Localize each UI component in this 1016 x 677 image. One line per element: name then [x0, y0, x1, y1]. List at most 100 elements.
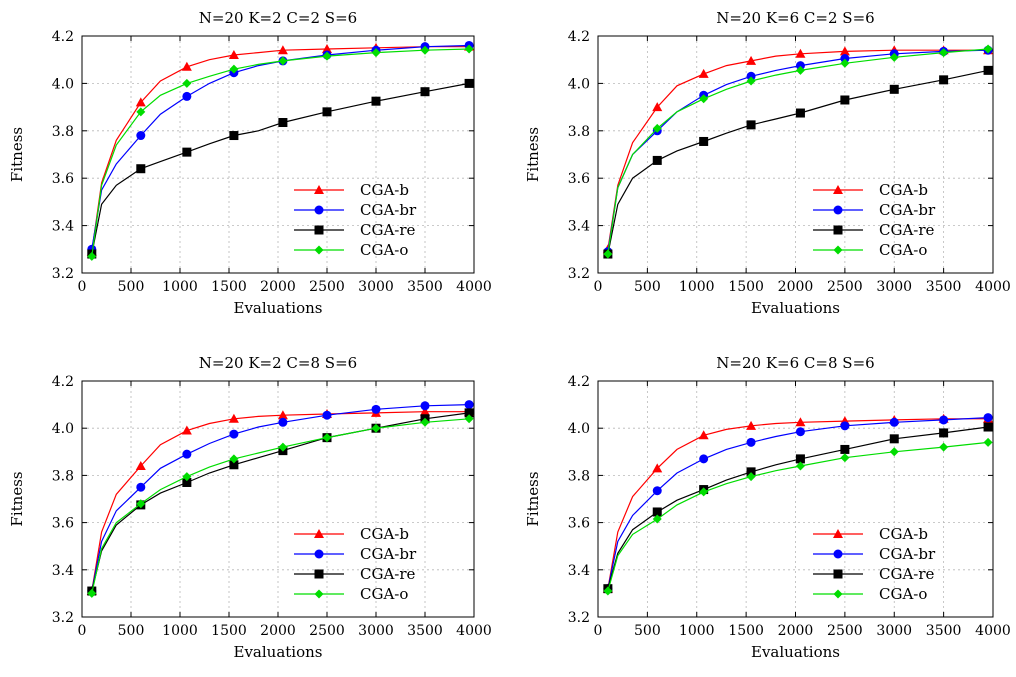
- chart-panel: 0 500 1000 1500 2000 2500 3000 3500 4000 3.2 3.4 3.…: [8, 9, 492, 317]
- data-point: [795, 454, 805, 464]
- data-point: [746, 437, 756, 447]
- data-point: [795, 461, 805, 471]
- data-point: [840, 453, 850, 463]
- series-line: [91, 82, 470, 255]
- series-line: [607, 426, 989, 589]
- series-line: [91, 46, 470, 252]
- legend-label: CGA-re: [360, 221, 416, 239]
- data-point: [698, 430, 709, 440]
- series-cga-br: [603, 413, 993, 594]
- y-tick-label: 3.8: [52, 468, 74, 484]
- data-point: [746, 76, 756, 86]
- x-axis-label: Evaluations: [234, 643, 323, 661]
- data-point: [746, 55, 757, 65]
- legend-marker: [314, 549, 324, 559]
- data-point: [795, 108, 805, 118]
- data-point: [420, 87, 430, 97]
- series-cga-o: [87, 414, 474, 598]
- legend-marker: [314, 569, 324, 579]
- legend: CGA-b CGA-br CGA-re CGA-o: [813, 525, 936, 603]
- data-point: [420, 45, 430, 55]
- x-tick-label: 1000: [162, 279, 198, 295]
- legend-marker: [314, 529, 324, 538]
- data-point: [746, 472, 756, 482]
- data-point: [277, 45, 288, 55]
- series-line: [91, 404, 470, 592]
- data-point: [698, 68, 709, 78]
- grid-lines: [82, 36, 474, 273]
- legend: CGA-b CGA-br CGA-re CGA-o: [813, 181, 936, 259]
- x-tick-label: 0: [78, 623, 87, 639]
- data-point: [182, 147, 192, 157]
- data-point: [322, 44, 332, 54]
- x-tick-label: 1000: [679, 623, 715, 639]
- x-tick-label: 2000: [778, 623, 814, 639]
- legend-label: CGA-br: [360, 545, 417, 563]
- x-tick-label: 3500: [407, 279, 443, 295]
- data-point: [322, 433, 332, 443]
- x-tick-label: 1000: [679, 279, 715, 295]
- x-tick-label: 0: [594, 623, 603, 639]
- y-tick-label: 3.2: [52, 610, 74, 626]
- data-point: [87, 588, 97, 598]
- chart-panel: 0 500 1000 1500 2000 2500 3000 3500 4000 3.2 3.4 3.…: [8, 354, 492, 661]
- data-point: [87, 251, 97, 261]
- legend-marker: [833, 569, 843, 579]
- data-point: [983, 65, 993, 75]
- y-tick-label: 4.0: [52, 421, 74, 437]
- legend-label: CGA-b: [879, 181, 928, 199]
- y-tick-label: 3.8: [568, 124, 590, 140]
- x-tick-label: 0: [78, 279, 87, 295]
- chart-title: N=20 K=2 C=2 S=6: [199, 9, 357, 27]
- x-tick-label: 3000: [358, 279, 394, 295]
- data-point: [840, 58, 850, 68]
- data-point: [699, 487, 709, 497]
- y-axis-label: Fitness: [8, 471, 26, 526]
- series-line: [91, 411, 470, 592]
- x-tick-label: 500: [118, 279, 145, 295]
- data-point: [939, 415, 949, 425]
- x-axis-label: Evaluations: [751, 299, 840, 317]
- legend-label: CGA-b: [360, 525, 409, 543]
- data-point: [371, 404, 381, 414]
- data-point: [939, 428, 949, 438]
- data-point: [371, 48, 381, 58]
- data-point: [135, 460, 146, 470]
- legend: CGA-b CGA-br CGA-re CGA-o: [294, 525, 417, 603]
- series-line: [607, 69, 989, 255]
- y-tick-label: 3.8: [52, 124, 74, 140]
- data-point: [136, 131, 146, 141]
- data-point: [229, 454, 239, 464]
- data-point: [889, 417, 899, 427]
- legend-marker: [314, 245, 324, 255]
- data-point: [420, 401, 430, 411]
- grid-lines: [598, 36, 993, 273]
- data-point: [464, 78, 474, 88]
- data-point: [182, 91, 192, 101]
- x-tick-label: 4000: [975, 279, 1011, 295]
- data-point: [181, 425, 192, 435]
- y-tick-label: 3.8: [568, 468, 590, 484]
- y-tick-label: 3.4: [52, 563, 74, 579]
- x-tick-label: 2000: [260, 623, 296, 639]
- series-cga-re: [87, 408, 474, 596]
- y-tick-label: 4.2: [568, 374, 590, 390]
- series-cga-o: [603, 437, 993, 596]
- series-line: [607, 441, 989, 592]
- legend-label: CGA-o: [360, 585, 408, 603]
- data-point: [699, 454, 709, 464]
- y-tick-label: 3.6: [568, 516, 590, 532]
- x-tick-label: 2500: [827, 279, 863, 295]
- series-line: [91, 48, 470, 257]
- data-point: [840, 444, 850, 454]
- series-line: [91, 44, 470, 250]
- data-point: [229, 131, 239, 141]
- data-point: [136, 164, 146, 174]
- legend-marker: [314, 185, 324, 194]
- legend-label: CGA-re: [879, 565, 935, 583]
- data-point: [983, 44, 993, 54]
- series-cga-br: [87, 40, 474, 254]
- x-tick-label: 3500: [926, 279, 962, 295]
- x-tick-label: 3000: [876, 623, 912, 639]
- legend-label: CGA-br: [879, 545, 936, 563]
